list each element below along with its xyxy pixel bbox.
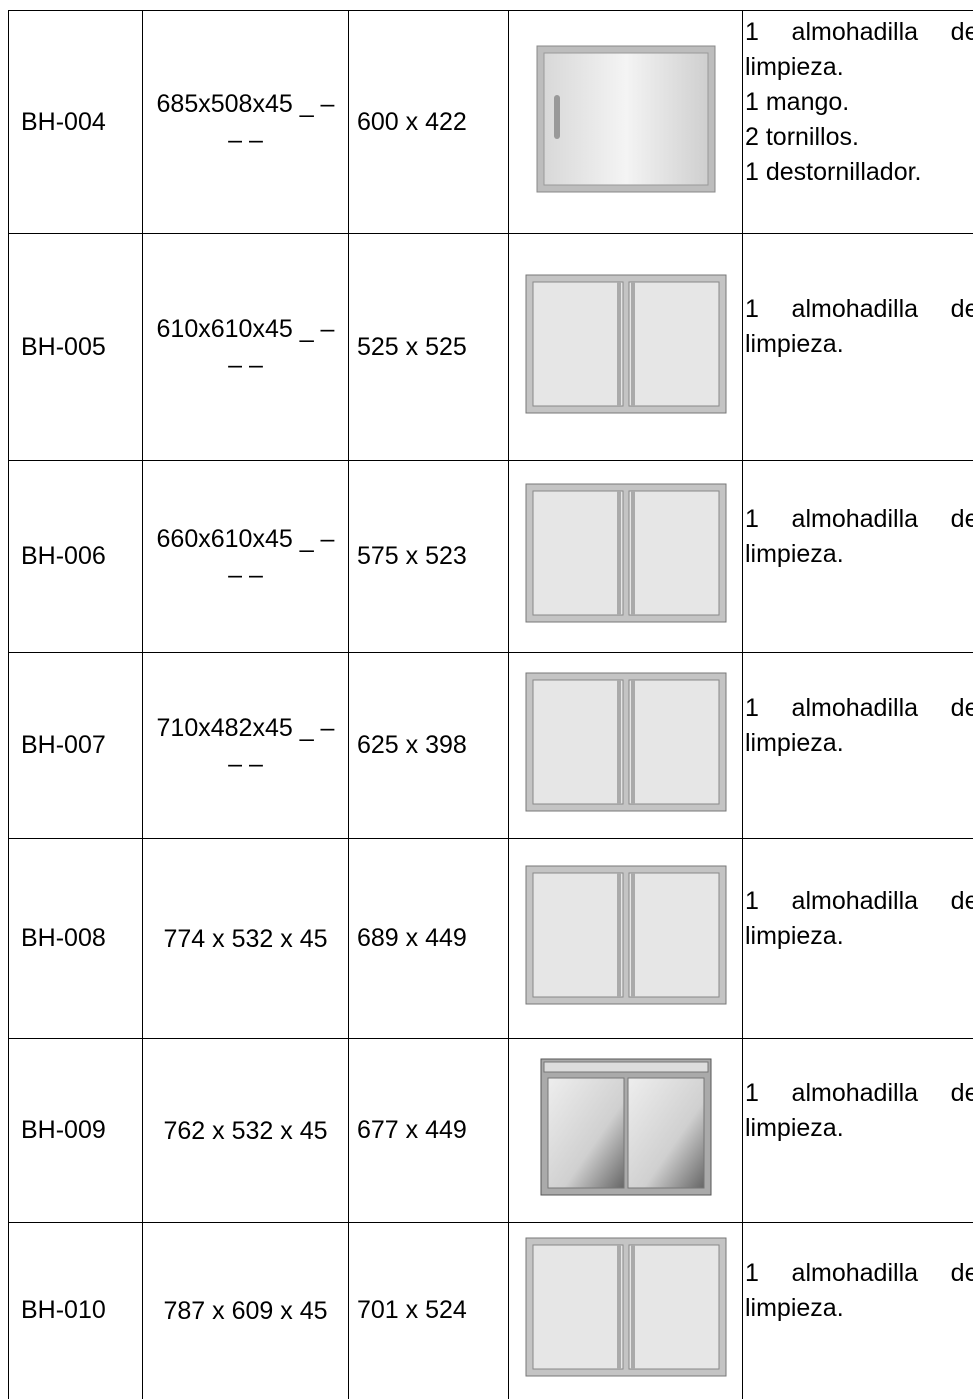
- outer-size: 787 x 609 x 45: [143, 1223, 349, 1399]
- cutout-size: 575 x 523: [349, 461, 509, 653]
- outer-size: 762 x 532 x 45: [143, 1039, 349, 1223]
- code: BH-009: [9, 1039, 143, 1223]
- description: 1 almohadilla de limpieza.: [743, 461, 973, 653]
- outer-size: 710x482x45 _ – – –: [143, 653, 349, 839]
- description-line: 1 almohadilla de limpieza.: [745, 15, 973, 85]
- outer-size: 774 x 532 x 45: [143, 839, 349, 1039]
- description-line: 1 destornillador.: [745, 155, 973, 190]
- description: 1 almohadilla de limpieza.: [743, 839, 973, 1039]
- cutout-size: 701 x 524: [349, 1223, 509, 1399]
- description-line: 1 mango.: [745, 85, 973, 120]
- outer-size: 660x610x45 _ – – –: [143, 461, 349, 653]
- description-line: 1 almohadilla de limpieza.: [745, 884, 973, 954]
- cutout-size: 525 x 525: [349, 234, 509, 461]
- product-image: [509, 1223, 743, 1399]
- description: 1 almohadilla de limpieza.: [743, 1223, 973, 1399]
- description: 1 almohadilla de limpieza.: [743, 234, 973, 461]
- code: BH-010: [9, 1223, 143, 1399]
- description-line: 1 almohadilla de limpieza.: [745, 1076, 973, 1146]
- description-line: 1 almohadilla de limpieza.: [745, 1256, 973, 1326]
- description-line: 1 almohadilla de limpieza.: [745, 502, 973, 572]
- product-image: [509, 461, 743, 653]
- code: BH-004: [9, 11, 143, 234]
- cutout-size: 677 x 449: [349, 1039, 509, 1223]
- product-image: [509, 234, 743, 461]
- description: 1 almohadilla de limpieza.1 mango.2 torn…: [743, 11, 973, 234]
- description-line: 2 tornillos.: [745, 120, 973, 155]
- product-image: [509, 839, 743, 1039]
- code: BH-008: [9, 839, 143, 1039]
- product-image: [509, 653, 743, 839]
- cutout-size: 600 x 422: [349, 11, 509, 234]
- cutout-size: 689 x 449: [349, 839, 509, 1039]
- code: BH-005: [9, 234, 143, 461]
- cutout-size: 625 x 398: [349, 653, 509, 839]
- code: BH-007: [9, 653, 143, 839]
- description: 1 almohadilla de limpieza.: [743, 653, 973, 839]
- description: 1 almohadilla de limpieza.: [743, 1039, 973, 1223]
- outer-size: 685x508x45 _ – – –: [143, 11, 349, 234]
- code: BH-006: [9, 461, 143, 653]
- description-line: 1 almohadilla de limpieza.: [745, 691, 973, 761]
- description-line: 1 almohadilla de limpieza.: [745, 292, 973, 362]
- product-image: [509, 11, 743, 234]
- product-image: [509, 1039, 743, 1223]
- outer-size: 610x610x45 _ – – –: [143, 234, 349, 461]
